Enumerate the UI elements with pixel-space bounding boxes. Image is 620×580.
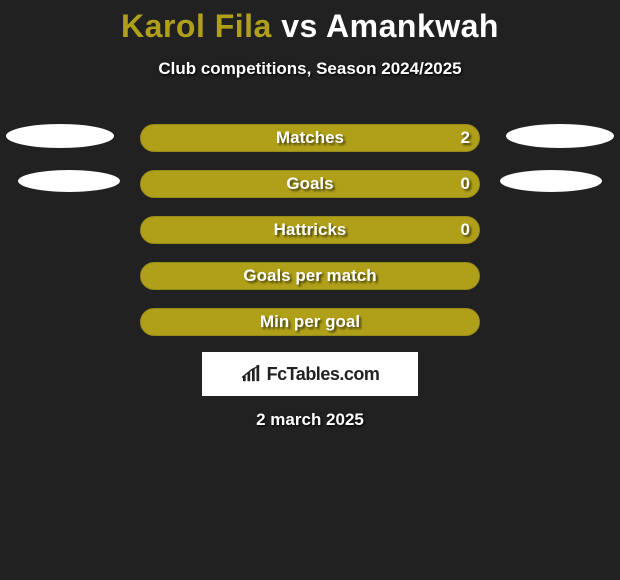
- stat-row-matches: Matches 2: [0, 124, 620, 170]
- stat-value-right: 0: [140, 220, 470, 240]
- stat-value-right: 0: [140, 174, 470, 194]
- stat-row-goals: Goals 0: [0, 170, 620, 216]
- ellipse-right: [506, 124, 614, 148]
- stat-label: Goals per match: [140, 266, 480, 286]
- player-b-name: Amankwah: [326, 8, 499, 44]
- ellipse-left: [6, 124, 114, 148]
- logo-text: FcTables.com: [267, 364, 380, 385]
- bar-chart-icon: [241, 365, 263, 383]
- subtitle: Club competitions, Season 2024/2025: [0, 59, 620, 79]
- stat-row-min-per-goal: Min per goal: [0, 308, 620, 354]
- stats-rows: Matches 2 Goals 0 Hattricks 0 Goals per …: [0, 124, 620, 354]
- ellipse-right: [500, 170, 602, 192]
- player-a-name: Karol Fila: [121, 8, 272, 44]
- date-label: 2 march 2025: [0, 410, 620, 430]
- stat-row-hattricks: Hattricks 0: [0, 216, 620, 262]
- stat-value-right: 2: [140, 128, 470, 148]
- stat-row-goals-per-match: Goals per match: [0, 262, 620, 308]
- ellipse-left: [18, 170, 120, 192]
- stat-label: Min per goal: [140, 312, 480, 332]
- vs-label: vs: [281, 8, 318, 44]
- page-title: Karol Fila vs Amankwah: [0, 0, 620, 45]
- site-logo: FcTables.com: [202, 352, 418, 396]
